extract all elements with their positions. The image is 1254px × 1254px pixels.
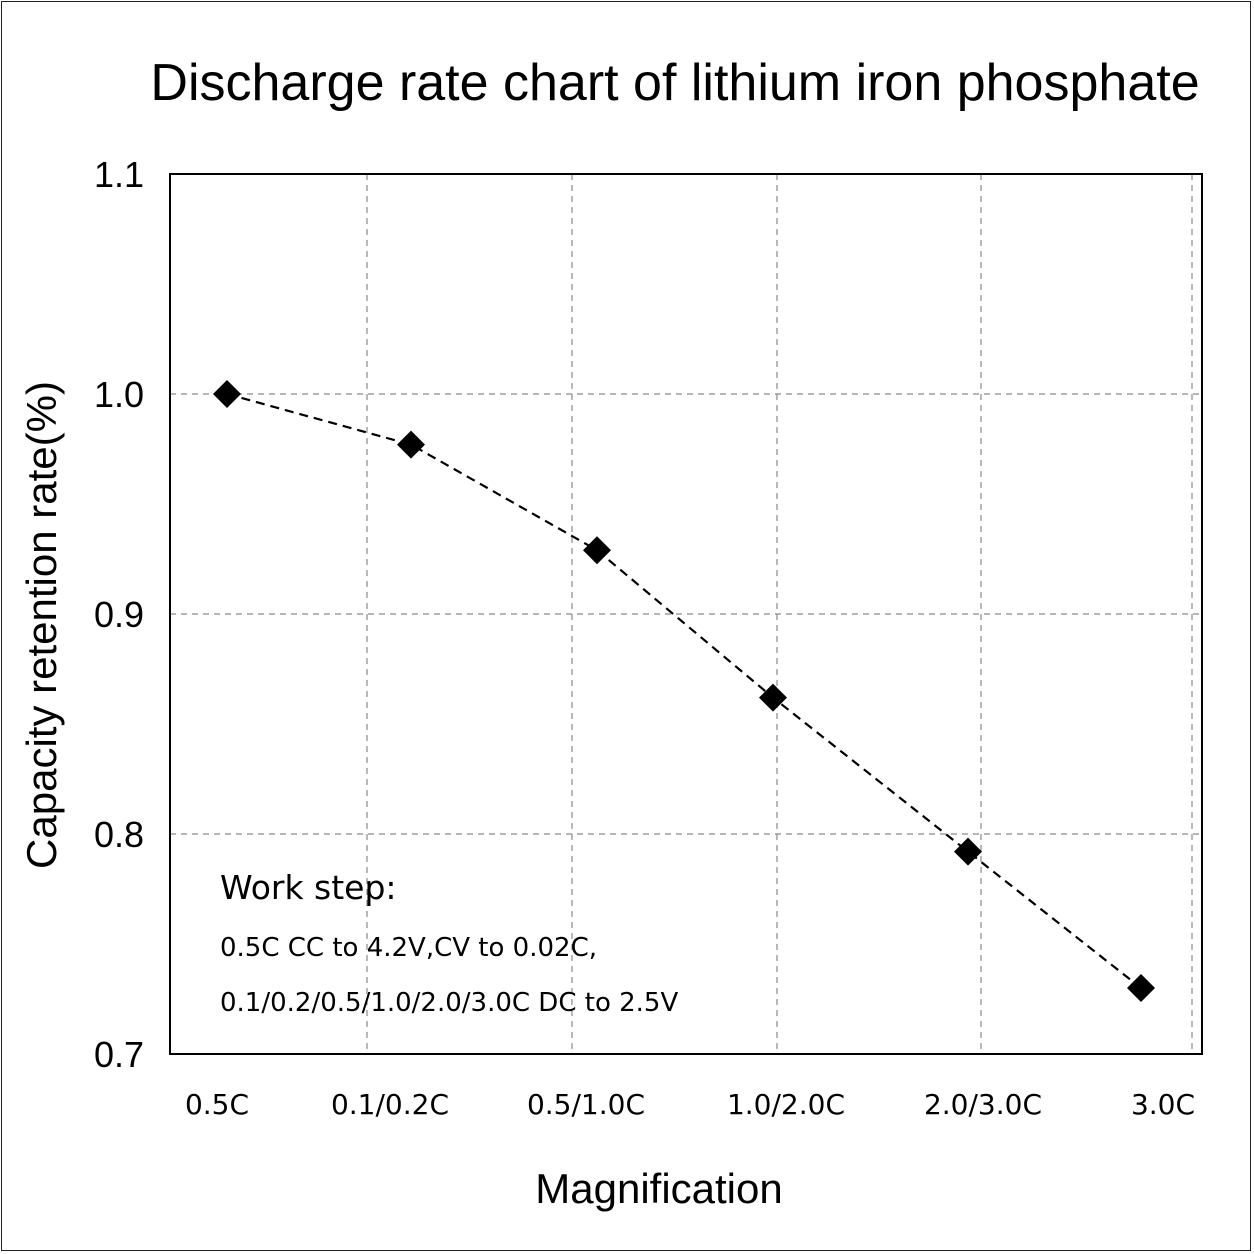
x-tick-label: 0.1/0.2C bbox=[331, 1088, 449, 1121]
grid-lines bbox=[170, 174, 1202, 1054]
x-tick-label: 0.5/1.0C bbox=[527, 1088, 645, 1121]
chart-title: Discharge rate chart of lithium iron pho… bbox=[150, 54, 1199, 112]
data-markers bbox=[213, 380, 1155, 1002]
series-line bbox=[226, 392, 1142, 989]
annotation-line-2: 0.1/0.2/0.5/1.0/2.0/3.0C DC to 2.5V bbox=[220, 988, 678, 1018]
data-point-marker bbox=[397, 430, 425, 459]
y-tick-label: 0.7 bbox=[94, 1034, 144, 1075]
x-tick-label: 1.0/2.0C bbox=[727, 1088, 845, 1121]
data-point-marker bbox=[213, 380, 241, 408]
x-tick-label: 2.0/3.0C bbox=[924, 1088, 1042, 1121]
x-tick-label: 3.0C bbox=[1131, 1088, 1195, 1121]
plot-area-border bbox=[169, 173, 1203, 1055]
y-tick-labels: 0.7 0.8 0.9 1.0 1.1 bbox=[94, 154, 144, 1075]
y-tick-label: 1.1 bbox=[94, 154, 144, 195]
x-axis-label: Magnification bbox=[535, 1165, 782, 1212]
data-point-marker bbox=[1127, 974, 1155, 1002]
y-tick-label: 0.8 bbox=[94, 814, 144, 855]
data-point-marker bbox=[954, 837, 982, 866]
annotation-heading: Work step: bbox=[220, 868, 397, 907]
y-tick-label: 1.0 bbox=[94, 374, 144, 415]
x-tick-label: 0.5C bbox=[185, 1088, 249, 1121]
annotation-line-1: 0.5C CC to 4.2V,CV to 0.02C, bbox=[220, 933, 597, 963]
data-point-marker bbox=[583, 536, 611, 565]
y-tick-label: 0.9 bbox=[94, 594, 144, 635]
x-tick-labels: 0.5C 0.1/0.2C 0.5/1.0C 1.0/2.0C 2.0/3.0C 3.0C bbox=[185, 1088, 1195, 1121]
y-axis-label: Capacity retention rate(%) bbox=[18, 381, 65, 869]
data-point-marker bbox=[759, 683, 787, 712]
